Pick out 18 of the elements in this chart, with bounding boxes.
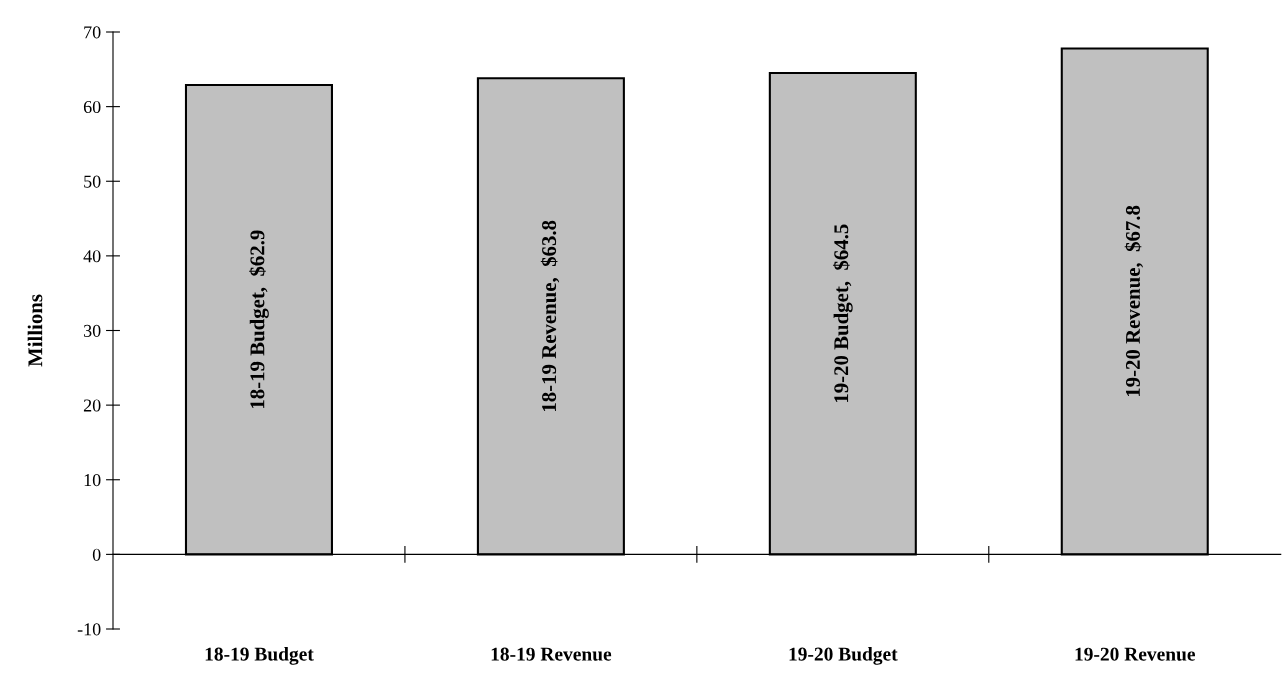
y-tick-label: 50 — [84, 175, 101, 188]
y-axis-title: Millions — [27, 294, 43, 367]
y-tick-label: 60 — [83, 100, 101, 114]
x-tick-label: 19-20 Budget — [789, 646, 898, 665]
y-tick-label: 10 — [84, 474, 101, 487]
y-tick-label: -10 — [77, 623, 101, 636]
y-tick-label: 0 — [92, 548, 101, 561]
x-tick-label: 19-20 Revenue — [1075, 647, 1195, 661]
y-tick-label: 70 — [84, 26, 101, 39]
y-tick-label: 20 — [83, 399, 101, 412]
data-label: 18-19 Budget, $62.9 — [249, 230, 269, 408]
data-label: 19-20 Revenue, $67.8 — [1124, 205, 1143, 397]
y-tick-label: 40 — [83, 250, 101, 263]
x-tick-label: 18-19 Revenue — [491, 647, 612, 661]
data-label: 18-19 Revenue, $63.8 — [540, 220, 560, 411]
data-label: 19-20 Budget, $64.5 — [832, 224, 853, 403]
x-tick-label: 18-19 Budget — [205, 646, 314, 665]
y-tick-label: 30 — [84, 324, 101, 337]
